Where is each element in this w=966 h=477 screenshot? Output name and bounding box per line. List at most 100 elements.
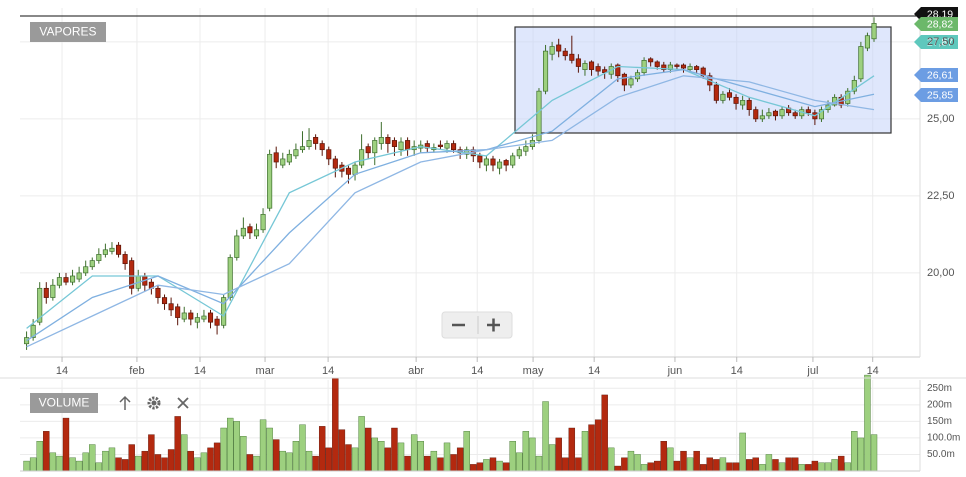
candle-body [273, 152, 279, 163]
volume-bar [233, 421, 240, 472]
volume-bar [332, 378, 339, 472]
volume-bar [378, 441, 385, 472]
candle-body [201, 315, 207, 320]
volume-bar [36, 441, 43, 472]
volume-bar [75, 460, 83, 472]
candle-body [740, 100, 746, 106]
volume-bar [752, 457, 759, 472]
candle-body [779, 109, 785, 117]
candle-body [155, 287, 161, 298]
candle-body [516, 149, 522, 157]
candle-body [556, 44, 562, 52]
volume-bar [371, 437, 378, 472]
close-icon[interactable] [177, 397, 189, 409]
volume-bar [791, 457, 799, 472]
candle-body [451, 143, 457, 151]
volume-bar [227, 417, 234, 472]
volume-bar [621, 457, 628, 472]
candle-body [444, 143, 450, 149]
selection-rectangle[interactable] [514, 26, 892, 134]
settings-icon[interactable] [147, 396, 161, 410]
candle-body [194, 317, 200, 323]
volume-bar [384, 447, 392, 472]
candle-body [864, 35, 870, 49]
volume-bar [148, 434, 155, 472]
volume-bar [279, 450, 286, 472]
candle-body [345, 167, 352, 175]
candle-body [109, 247, 115, 252]
x-tick-label: mar [256, 365, 275, 377]
candle-body [24, 337, 30, 345]
volume-bar [548, 444, 556, 472]
plot-layer [23, 17, 878, 472]
candle-body [648, 58, 654, 63]
settings-icon[interactable] [151, 400, 157, 406]
volume-bar [207, 447, 214, 472]
volume-bar [575, 457, 582, 472]
candle-body [720, 93, 726, 101]
volume-tick-label: 150m [927, 416, 952, 427]
candle-body [63, 277, 69, 283]
volume-bar [266, 427, 273, 472]
volume-tick-label: 200m [927, 399, 952, 410]
candle-body [168, 303, 174, 311]
volume-bar [844, 462, 851, 472]
price-tag-label: 25,85 [927, 89, 953, 101]
volume-bar [273, 439, 280, 472]
volume-bar [601, 394, 608, 472]
volume-bar [135, 455, 142, 472]
volume-tick-label: 50.0m [927, 449, 955, 460]
candle-body [89, 260, 95, 268]
candle-body [188, 312, 194, 320]
volume-bar [726, 462, 733, 472]
x-tick-label: 14 [471, 365, 483, 377]
volume-bar [410, 434, 418, 472]
candle-body [595, 66, 601, 72]
candle-body [161, 297, 168, 305]
candle-body [477, 155, 483, 163]
candle-body [391, 140, 398, 147]
volume-bar [338, 429, 346, 472]
volume-bar [286, 452, 293, 472]
volume-bar [660, 441, 667, 472]
volume-bar [181, 434, 188, 472]
candle-body [30, 324, 36, 338]
volume-bar [259, 419, 267, 472]
volume-bar [364, 427, 372, 472]
candle-body [483, 158, 489, 166]
candle-body [772, 110, 779, 117]
volume-bar [693, 450, 700, 472]
volume-bar [680, 450, 687, 472]
volume-bar [167, 449, 175, 472]
candle-body [50, 284, 56, 298]
candle-body [286, 153, 292, 163]
volume-bar [49, 452, 57, 472]
volume-bar [700, 464, 707, 472]
volume-bar [647, 462, 654, 472]
candle-body [851, 80, 857, 92]
move-up-icon[interactable] [119, 395, 131, 410]
volume-bar [89, 444, 96, 472]
volume-bar [837, 455, 845, 472]
volume-bar [95, 462, 103, 472]
candle-body [299, 146, 306, 151]
volume-bar [627, 450, 635, 472]
price-tag [914, 35, 958, 49]
candle-body [490, 158, 496, 166]
volume-bar [851, 431, 858, 472]
volume-bar [588, 424, 595, 472]
x-tick-label: 14 [194, 365, 206, 377]
volume-bar [516, 452, 523, 472]
volume-bar [443, 442, 451, 472]
candle-body [129, 260, 135, 289]
moving-average-line [26, 75, 875, 348]
candle-body [115, 244, 122, 255]
volume-bar [535, 455, 543, 472]
volume-bar [686, 457, 694, 472]
candle-body [372, 140, 378, 154]
volume-bar [831, 459, 838, 472]
volume-bar [706, 457, 713, 472]
volume-bar [43, 431, 50, 472]
candle-body [746, 100, 752, 110]
